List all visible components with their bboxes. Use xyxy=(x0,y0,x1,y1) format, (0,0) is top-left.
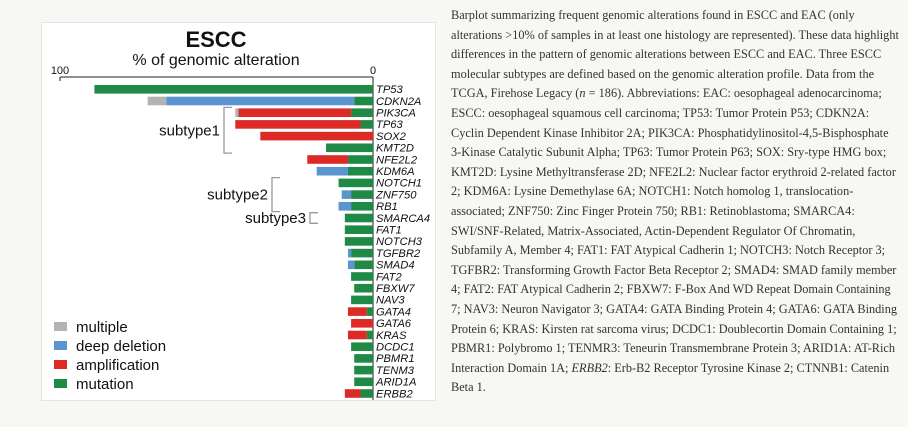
x-tick-label: 100 xyxy=(51,65,69,77)
gene-label-fat1: FAT1 xyxy=(376,225,402,237)
bar-smad4-mutation xyxy=(354,260,373,270)
legend-label-deep-deletion: deep deletion xyxy=(76,338,166,355)
caption-part-2: = 186). Abbreviations: EAC: oesophageal … xyxy=(451,86,898,375)
x-tick-label: 0 xyxy=(370,65,376,77)
bar-nfe2l2-mutation xyxy=(347,155,373,164)
gene-label-arid1a: ARID1A xyxy=(375,377,416,389)
chart-title: ESCC xyxy=(185,27,246,52)
bracket-subtype1 xyxy=(223,106,232,154)
bar-tgfbr2-deep-deletion xyxy=(347,248,352,258)
bar-fat1-mutation xyxy=(344,225,373,234)
annotation-subtype3: subtype3 xyxy=(245,210,306,227)
gene-label-znf750: ZNF750 xyxy=(375,189,417,201)
gene-label-gata6: GATA6 xyxy=(376,318,412,330)
figure-caption: Barplot summarizing frequent genomic alt… xyxy=(451,6,899,398)
bar-pik3ca-amplification xyxy=(238,108,352,117)
bar-znf750-deep-deletion xyxy=(341,190,352,199)
gene-label-smad4: SMAD4 xyxy=(376,260,415,272)
gene-label-cdkn2a: CDKN2A xyxy=(376,96,421,108)
bar-tp53-mutation xyxy=(94,85,374,94)
bar-gata4-amplification xyxy=(347,307,367,316)
bar-tgfbr2-mutation xyxy=(351,248,373,258)
bar-kras-mutation xyxy=(366,330,373,340)
bar-erbb2-mutation xyxy=(360,389,373,398)
gene-label-notch1: NOTCH1 xyxy=(376,178,422,190)
gene-label-gata4: GATA4 xyxy=(376,306,411,318)
bar-gata4-mutation xyxy=(366,307,373,316)
gene-label-kmt2d: KMT2D xyxy=(376,143,414,155)
bar-notch3-mutation xyxy=(344,237,373,246)
gene-label-erbb2: ERBB2 xyxy=(376,388,413,400)
gene-label-pik3ca: PIK3CA xyxy=(376,108,416,120)
bar-dcdc1-mutation xyxy=(351,342,373,351)
legend-label-amplification: amplification xyxy=(76,357,159,374)
gene-label-tp53: TP53 xyxy=(376,84,404,96)
bar-znf750-mutation xyxy=(351,190,373,199)
bar-tenm3-mutation xyxy=(354,365,373,375)
caption-part-3: : Erb-B2 Receptor Tyrosine Kinase 2; CTN… xyxy=(451,360,890,395)
legend-swatch-mutation xyxy=(54,379,67,388)
bar-pik3ca-mutation xyxy=(351,108,373,117)
bar-erbb2-amplification xyxy=(344,389,361,398)
gene-label-nfe2l2: NFE2L2 xyxy=(376,154,418,166)
gene-label-kdm6a: KDM6A xyxy=(376,166,415,178)
caption-n-italic: n xyxy=(579,86,586,101)
chart-subtitle: % of genomic alteration xyxy=(132,52,299,69)
bar-gata6-amplification xyxy=(351,319,373,328)
bar-sox2-amplification xyxy=(260,131,373,141)
bar-nav3-mutation xyxy=(351,295,373,305)
gene-label-tp63: TP63 xyxy=(376,119,404,131)
bar-cdkn2a-deep-deletion xyxy=(166,96,355,106)
figure-panel: ESCC% of genomic alteration 100 0 TP53 CDKN2… xyxy=(41,22,436,412)
legend-swatch-multiple xyxy=(54,322,67,331)
legend-label-mutation: mutation xyxy=(76,376,134,393)
bar-smarca4-mutation xyxy=(344,213,373,223)
gene-label-nav3: NAV3 xyxy=(376,295,405,307)
bar-cdkn2a-mutation xyxy=(354,96,373,106)
legend-label-multiple: multiple xyxy=(76,319,128,336)
gene-label-tenm3: TENM3 xyxy=(376,365,415,377)
gene-label-sox2: SOX2 xyxy=(376,131,407,143)
caption-part-1: Barplot summarizing frequent genomic alt… xyxy=(451,8,899,101)
bar-tp63-amplification xyxy=(235,120,361,129)
bar-fbxw7-mutation xyxy=(354,283,373,293)
escc-barplot: ESCC% of genomic alteration 100 0TP53CDKN2… xyxy=(51,27,430,412)
bar-nfe2l2-amplification xyxy=(307,155,348,164)
bar-pbmr1-mutation xyxy=(354,354,373,363)
legend-swatch-deep-deletion xyxy=(54,341,67,350)
gene-label-fat2: FAT2 xyxy=(376,271,402,283)
bar-rb1-deep-deletion xyxy=(338,202,352,211)
bar-rb1-mutation xyxy=(351,202,373,211)
bar-kdm6a-deep-deletion xyxy=(316,166,348,176)
bar-fat2-mutation xyxy=(351,272,373,281)
bar-cdkn2a-multiple xyxy=(147,96,167,106)
bar-notch1-mutation xyxy=(338,178,373,188)
legend-swatch-amplification xyxy=(54,360,67,369)
bar-tp63-mutation xyxy=(360,120,373,129)
gene-label-dcdc1: DCDC1 xyxy=(376,342,415,354)
annotation-subtype1: subtype1 xyxy=(159,122,220,139)
gene-label-kras: KRAS xyxy=(376,330,407,342)
annotation-subtype2: subtype2 xyxy=(207,187,268,204)
bar-kmt2d-mutation xyxy=(326,143,373,153)
bracket-subtype3 xyxy=(309,212,318,224)
bar-pik3ca-multiple xyxy=(235,108,239,117)
gene-label-fbxw7: FBXW7 xyxy=(376,283,415,295)
bar-kdm6a-mutation xyxy=(347,166,373,176)
gene-label-rb1: RB1 xyxy=(376,201,398,213)
bracket-subtype2 xyxy=(271,176,280,213)
bar-kras-amplification xyxy=(347,330,367,340)
bar-arid1a-mutation xyxy=(354,377,373,387)
gene-label-notch3: NOTCH3 xyxy=(376,236,423,248)
caption-erbb2-italic: ERBB2 xyxy=(571,360,608,375)
gene-label-tgfbr2: TGFBR2 xyxy=(376,248,421,260)
gene-label-smarca4: SMARCA4 xyxy=(376,213,430,225)
bar-smad4-deep-deletion xyxy=(347,260,355,270)
gene-label-pbmr1: PBMR1 xyxy=(376,353,415,365)
